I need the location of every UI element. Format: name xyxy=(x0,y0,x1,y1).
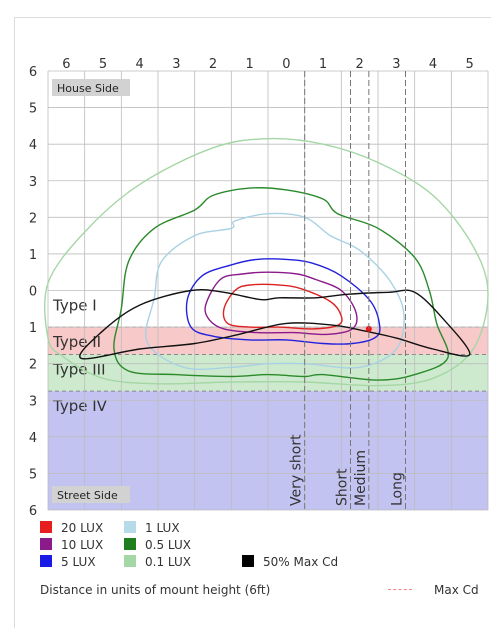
legend-swatch-0-5-lux xyxy=(124,538,136,550)
x-tick-label: 6 xyxy=(62,57,70,72)
y-tick-label: 5 xyxy=(29,467,37,482)
legend-swatch-10-lux xyxy=(40,538,52,550)
y-tick-label: 2 xyxy=(29,358,37,373)
x-tick-label: 0 xyxy=(282,57,290,72)
y-tick-label: 5 xyxy=(29,102,37,117)
x-tick-label: 4 xyxy=(136,57,144,72)
length-label-long: Long xyxy=(390,472,406,506)
y-tick-label: 4 xyxy=(29,138,37,153)
legend-swatch-20-lux xyxy=(40,521,52,533)
legend-swatch-5-lux xyxy=(40,555,52,567)
street-side-label-box xyxy=(52,486,130,503)
legend-label: 0.5 LUX xyxy=(145,538,191,552)
legend-item-10-lux: 10 LUX xyxy=(40,538,103,552)
legend-item-1-lux: 1 LUX xyxy=(124,521,180,535)
length-label-medium: Medium xyxy=(353,450,369,506)
y-tick-label: 2 xyxy=(29,211,37,226)
house-side-label: House Side xyxy=(57,82,119,95)
y-tick-label: 1 xyxy=(29,321,37,336)
isolux-contours xyxy=(43,137,489,387)
length-label-short: Short xyxy=(335,468,351,506)
left-divider xyxy=(14,17,15,628)
legend-swatch-0-1-lux xyxy=(124,555,136,567)
legend-label: 50% Max Cd xyxy=(263,555,339,569)
y-tick-label: 0 xyxy=(29,285,37,300)
legend-swatch-1-lux xyxy=(124,521,136,533)
distance-note: Distance in units of mount height (6ft) xyxy=(40,583,271,597)
contour-20-lux xyxy=(222,283,343,330)
x-tick-label: 2 xyxy=(209,57,217,72)
contour-10-lux xyxy=(204,271,358,336)
x-tick-label: 1 xyxy=(246,57,254,72)
band-label-type-ii: Type II xyxy=(52,333,101,351)
contour-0-5-lux xyxy=(113,187,450,381)
x-tick-label: 3 xyxy=(392,57,400,72)
y-tick-label: 1 xyxy=(29,248,37,263)
length-label-very-short: Very short xyxy=(289,434,305,506)
y-tick-label: 6 xyxy=(29,65,37,80)
legend-swatch-50-max-cd xyxy=(242,555,254,567)
band-label-type-iv: Type IV xyxy=(52,397,108,415)
y-tick-label: 4 xyxy=(29,431,37,446)
street-side-label: Street Side xyxy=(57,489,118,502)
x-tick-label: 3 xyxy=(172,57,180,72)
legend-label: 0.1 LUX xyxy=(145,555,191,569)
x-tick-label: 1 xyxy=(319,57,327,72)
legend-item-max-cd: Max Cd xyxy=(388,583,479,597)
side-labels: House Side Street Side xyxy=(52,79,130,503)
contour-50-max-cd xyxy=(79,288,471,360)
max-cd-dash xyxy=(388,589,412,590)
legend-label: 5 LUX xyxy=(61,555,96,569)
legend-label: 20 LUX xyxy=(61,521,104,535)
top-divider xyxy=(14,17,491,18)
y-tick-label: 6 xyxy=(29,504,37,519)
y-tick-label: 3 xyxy=(29,175,37,190)
x-tick-label: 5 xyxy=(466,57,474,72)
legend: 20 LUX 1 LUX 10 LUX 0.5 LUX 5 LUX 0.1 LU… xyxy=(40,521,491,601)
contour-0-1-lux xyxy=(43,137,489,387)
house-side-label-box xyxy=(52,79,130,96)
x-tick-label: 2 xyxy=(356,57,364,72)
legend-item-0-1-lux: 0.1 LUX xyxy=(124,555,191,569)
legend-item-0-5-lux: 0.5 LUX xyxy=(124,538,191,552)
legend-item-50-max-cd: 50% Max Cd xyxy=(242,555,338,569)
legend-label: Max Cd xyxy=(434,583,479,597)
x-tick-label: 5 xyxy=(99,57,107,72)
contour-5-lux xyxy=(185,258,381,345)
legend-item-5-lux: 5 LUX xyxy=(40,555,96,569)
axis-ticks: 6 5 4 3 2 1 0 1 2 3 4 5 6 5 4 3 2 1 0 1 2 3 4 5 6 xyxy=(29,57,474,519)
x-tick-label: 4 xyxy=(429,57,437,72)
legend-item-20-lux: 20 LUX xyxy=(40,521,103,535)
band-label-type-i: Type I xyxy=(52,297,97,315)
y-tick-label: 3 xyxy=(29,394,37,409)
contour-1-lux xyxy=(145,212,405,371)
legend-label: 10 LUX xyxy=(61,538,104,552)
legend-label: 1 LUX xyxy=(145,521,180,535)
length-lines: Very short Short Medium Long xyxy=(289,71,406,510)
